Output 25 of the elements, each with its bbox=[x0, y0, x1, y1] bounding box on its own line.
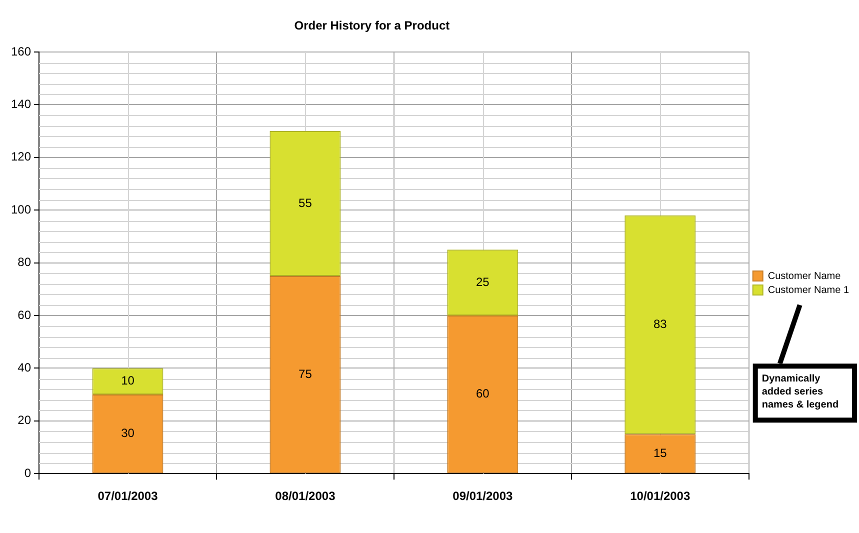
data-label: 10 bbox=[121, 374, 135, 388]
y-tick-label: 40 bbox=[18, 360, 32, 375]
data-label: 30 bbox=[121, 426, 135, 440]
data-label: 83 bbox=[653, 317, 668, 332]
y-tick-label: 60 bbox=[18, 308, 32, 322]
legend-label: Customer Name 1 bbox=[768, 284, 850, 296]
x-tick-label: 10/01/2003 bbox=[630, 489, 690, 504]
y-tick-label: 160 bbox=[10, 44, 32, 58]
y-tick-label: 20 bbox=[18, 413, 32, 428]
data-label: 75 bbox=[298, 366, 312, 381]
x-tick-label: 07/01/2003 bbox=[98, 489, 158, 504]
data-label: 25 bbox=[476, 274, 490, 289]
data-label: 60 bbox=[476, 386, 490, 401]
y-tick-label: 140 bbox=[10, 97, 32, 112]
y-tick-label: 0 bbox=[24, 466, 32, 480]
text: Dynamically added series names & legend bbox=[762, 373, 839, 410]
x-tick-label: 09/01/2003 bbox=[452, 489, 514, 504]
chart-title: Order History for a Product bbox=[294, 18, 450, 32]
y-tick-label: 100 bbox=[10, 202, 32, 216]
legend-label: Customer Name bbox=[768, 270, 842, 282]
y-tick-label: 80 bbox=[18, 255, 32, 270]
x-tick-label: 08/01/2003 bbox=[275, 489, 336, 504]
data-label: 55 bbox=[298, 196, 312, 210]
y-tick-label: 120 bbox=[10, 150, 32, 164]
data-label: 15 bbox=[653, 446, 668, 460]
